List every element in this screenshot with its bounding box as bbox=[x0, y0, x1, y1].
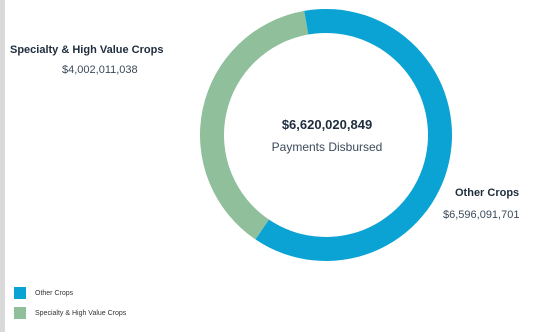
donut-slice-other-crops bbox=[255, 9, 453, 262]
legend-label-other-crops: Other Crops bbox=[35, 289, 74, 297]
center-caption: Payments Disbursed bbox=[271, 140, 383, 154]
slice-label-specialty-value: $4,002,011,038 bbox=[62, 64, 138, 76]
legend-label-specialty-crops: Specialty & High Value Crops bbox=[35, 309, 127, 317]
center-total-value: $6,620,020,849 bbox=[281, 117, 373, 132]
donut-slices bbox=[200, 9, 453, 262]
legend-item-specialty-crops: Specialty & High Value Crops bbox=[14, 306, 126, 320]
left-border bbox=[0, 0, 5, 332]
legend: Other Crops Specialty & High Value Crops bbox=[14, 286, 126, 326]
donut-slice-specialty-crops bbox=[200, 10, 309, 240]
legend-swatch-specialty-crops bbox=[14, 307, 26, 319]
slice-label-other-value: $6,596,091,701 bbox=[443, 209, 520, 221]
slice-label-other-name: Other Crops bbox=[455, 187, 520, 199]
legend-item-other-crops: Other Crops bbox=[14, 286, 126, 300]
slice-label-specialty-name: Specialty & High Value Crops bbox=[10, 44, 164, 56]
legend-swatch-other-crops bbox=[14, 287, 26, 299]
